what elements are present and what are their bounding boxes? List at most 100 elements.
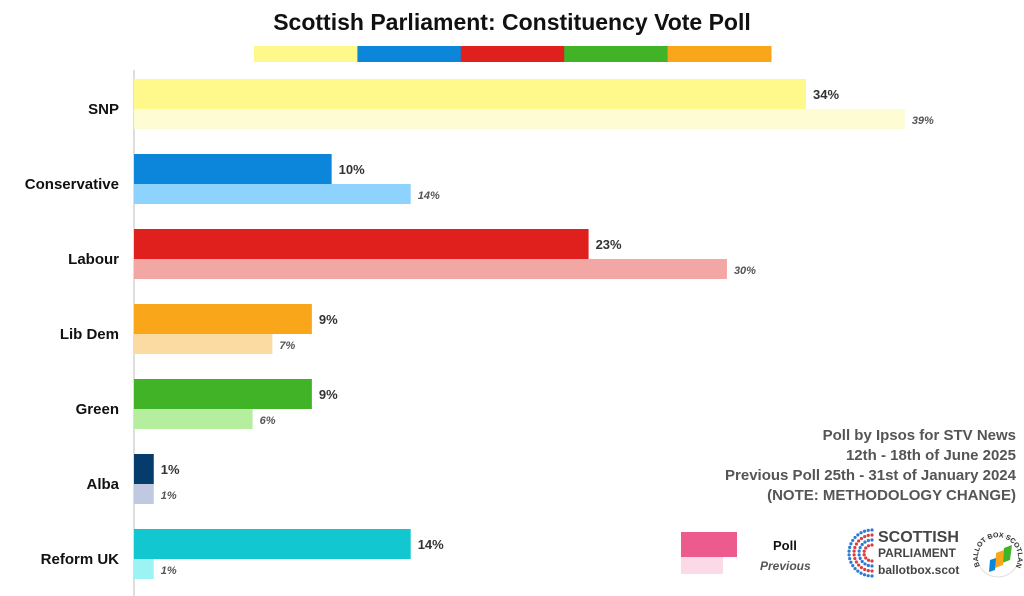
- logo-dot: [858, 545, 862, 550]
- bars-group: SNP 34% 39% Conservative 10% 14% Labour 23% 30% L…: [25, 79, 934, 579]
- logo-dot: [866, 569, 870, 573]
- bar-poll: [134, 529, 411, 559]
- bar-poll: [134, 304, 312, 334]
- logo-dot: [853, 535, 857, 540]
- color-strip-segment: [667, 46, 772, 62]
- category-label: Reform UK: [41, 551, 120, 568]
- logo-dot: [864, 546, 868, 550]
- category-label: Lib Dem: [60, 326, 119, 343]
- data-label-previous: 1%: [161, 490, 177, 502]
- logo-dot: [862, 549, 866, 553]
- bar-poll: [134, 379, 312, 409]
- info-line-1: Poll by Ipsos for STV News: [823, 427, 1016, 444]
- logo-dot: [852, 549, 856, 553]
- info-line-2: 12th - 18th of June 2025: [846, 447, 1016, 464]
- logo-dot: [866, 544, 871, 548]
- logo-dot: [851, 563, 855, 568]
- logo-dot: [870, 538, 874, 542]
- data-label-poll: 14%: [418, 537, 444, 552]
- data-label-previous: 30%: [734, 265, 756, 277]
- logo-dot: [860, 559, 864, 564]
- bar-previous: [134, 484, 154, 504]
- logo-dot: [852, 553, 856, 557]
- logo-dot: [856, 569, 860, 573]
- logo-dot: [866, 528, 870, 532]
- logo-dot: [859, 536, 864, 541]
- data-label-previous: 7%: [279, 340, 295, 352]
- brand-name-line1: SCOTTISH: [878, 529, 959, 546]
- logo-dot: [849, 560, 853, 564]
- logo-dot: [866, 558, 871, 562]
- data-label-poll: 23%: [596, 237, 622, 252]
- logo-dot: [870, 528, 874, 532]
- bar-poll: [134, 454, 154, 484]
- logo-dot: [859, 531, 863, 535]
- parliament-dots-icon: [847, 528, 874, 578]
- logo-dot: [870, 559, 874, 563]
- logo-dot: [870, 569, 874, 573]
- logo-dot: [863, 540, 867, 544]
- legend-previous-swatch: [681, 557, 723, 574]
- logo-dot: [859, 565, 864, 570]
- bar-previous: [134, 409, 253, 429]
- category-label: Labour: [68, 251, 119, 268]
- bar-poll: [134, 154, 332, 184]
- logo-dot: [866, 563, 870, 568]
- logo-dot: [854, 542, 859, 546]
- logo-dot: [854, 560, 859, 564]
- legend-previous-label: Previous: [760, 559, 811, 573]
- logo-dot: [862, 573, 867, 577]
- logo-dot: [857, 553, 861, 557]
- brand-name-line2: PARLIAMENT: [878, 546, 956, 560]
- logo-dot: [866, 533, 870, 537]
- info-line-4: (NOTE: METHODOLOGY CHANGE): [767, 487, 1016, 504]
- logo-dot: [863, 567, 867, 572]
- data-label-poll: 9%: [319, 387, 338, 402]
- info-line-3: Previous Poll 25th - 31st of January 202…: [725, 467, 1017, 484]
- data-label-poll: 1%: [161, 462, 180, 477]
- logo-dot: [860, 542, 864, 547]
- logo-dot: [848, 557, 852, 561]
- data-label-previous: 1%: [161, 565, 177, 577]
- bar-previous: [134, 184, 411, 204]
- logo-dot: [870, 564, 874, 568]
- data-label-previous: 39%: [912, 115, 934, 127]
- color-strip-segment: [254, 46, 358, 62]
- logo-dot: [863, 534, 867, 539]
- color-strip-segment: [460, 46, 565, 62]
- category-label: Alba: [86, 476, 119, 493]
- logo-dot: [870, 543, 874, 547]
- data-label-poll: 9%: [319, 312, 338, 327]
- logo-dot: [858, 556, 862, 561]
- bar-previous: [134, 559, 154, 579]
- logo-dot: [870, 574, 874, 578]
- brand-site: ballotbox.scot: [878, 563, 959, 577]
- logo-dot: [847, 553, 851, 557]
- legend-poll-swatch: [681, 532, 737, 557]
- category-label: Green: [76, 401, 119, 418]
- data-label-previous: 6%: [260, 415, 276, 427]
- color-strip-segment: [357, 46, 462, 62]
- logo-dot: [862, 553, 866, 557]
- logo-dot: [853, 556, 857, 561]
- chart-title: Scottish Parliament: Constituency Vote P…: [273, 9, 751, 35]
- category-label: SNP: [88, 101, 119, 118]
- logo-dot: [853, 566, 857, 571]
- logo-dot: [870, 533, 874, 537]
- data-label-poll: 34%: [813, 87, 839, 102]
- color-strip: [254, 46, 772, 62]
- legend-poll-label: Poll: [773, 538, 797, 553]
- logo-dot: [847, 549, 851, 553]
- bar-poll: [134, 79, 806, 109]
- logo-dot: [848, 545, 852, 549]
- logo-dot: [864, 556, 868, 560]
- info-block: Poll by Ipsos for STV News 12th - 18th o…: [725, 427, 1017, 504]
- data-label-previous: 14%: [418, 190, 440, 202]
- category-label: Conservative: [25, 176, 119, 193]
- logo-dot: [857, 563, 861, 567]
- branding: SCOTTISH PARLIAMENT ballotbox.scot: [878, 529, 959, 577]
- bar-previous: [134, 109, 905, 129]
- bar-previous: [134, 334, 273, 354]
- logo-dot: [863, 562, 867, 566]
